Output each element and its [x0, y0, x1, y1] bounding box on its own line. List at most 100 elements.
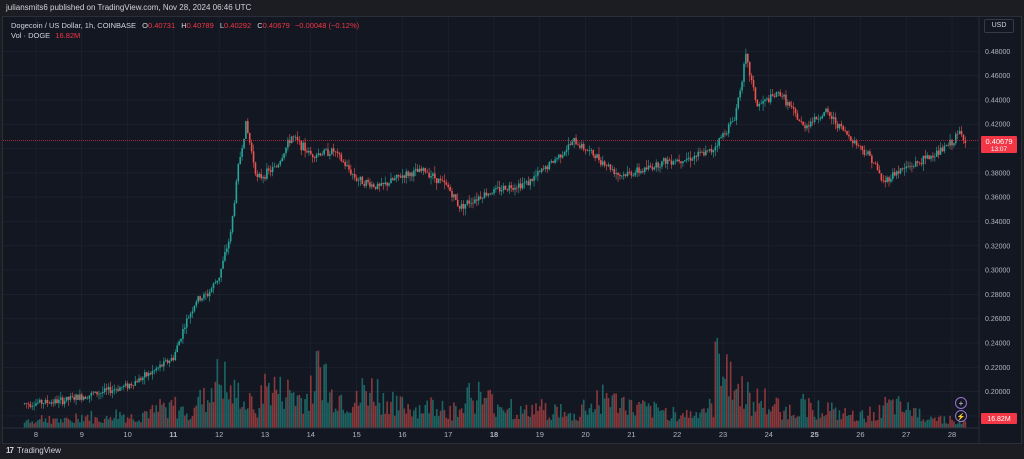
volume-bar — [54, 418, 56, 428]
volume-bar — [882, 405, 885, 428]
price-tick-label: 0.28000 — [985, 292, 1010, 299]
volume-bar — [519, 406, 522, 428]
volume-bar — [174, 396, 177, 428]
volume-bar — [107, 419, 110, 428]
volume-bar — [806, 417, 808, 428]
add-indicator-button[interactable]: + — [955, 397, 967, 409]
volume-bar — [319, 367, 322, 428]
volume-bar — [706, 408, 709, 428]
volume-bar — [569, 412, 572, 428]
candlestick-chart[interactable]: 0.480000.460000.440000.420000.400000.380… — [3, 17, 1021, 443]
volume-bar — [932, 418, 934, 428]
candle-body — [932, 155, 934, 158]
volume-bar — [397, 410, 400, 428]
volume-bar — [77, 418, 79, 428]
volume-bar — [315, 351, 318, 428]
candle-body — [403, 175, 406, 178]
candle-body — [804, 125, 806, 129]
volume-bar — [296, 395, 299, 428]
volume-bar — [481, 404, 484, 428]
volume-bar — [876, 420, 879, 428]
volume-bar — [378, 402, 381, 428]
volume-bar — [716, 338, 719, 428]
volume-bar — [834, 407, 837, 428]
candle-body — [222, 260, 224, 269]
volume-bar — [81, 414, 83, 428]
candle-body — [346, 165, 348, 167]
candle-body — [571, 141, 574, 145]
volume-bars — [23, 338, 967, 428]
volume-bar — [958, 418, 961, 428]
candle-body — [420, 168, 423, 171]
volume-bar — [317, 350, 320, 428]
candle-body — [502, 185, 505, 191]
candle-body — [592, 150, 595, 156]
candle-body — [857, 145, 860, 146]
volume-bar — [844, 408, 846, 428]
candle-body — [783, 94, 785, 97]
candle-body — [733, 120, 736, 122]
candle-body — [672, 161, 675, 165]
volume-bar — [708, 398, 711, 428]
candle-body — [441, 180, 444, 181]
chart-panel[interactable]: 0.480000.460000.440000.420000.400000.380… — [2, 16, 1022, 444]
candle-body — [260, 173, 262, 179]
volume-bar — [512, 419, 514, 428]
candle-body — [168, 360, 171, 363]
candle-body — [676, 159, 678, 162]
candle-body — [802, 121, 804, 126]
volume-bar — [888, 399, 890, 428]
candle-body — [189, 313, 192, 318]
candle-body — [504, 185, 507, 190]
price-tick-label: 0.46000 — [985, 73, 1010, 80]
currency-button[interactable]: USD — [984, 19, 1014, 33]
candle-body — [892, 172, 894, 179]
candle-body — [643, 167, 646, 173]
volume-bar — [775, 397, 778, 428]
candle-body — [413, 170, 415, 177]
volume-bar — [269, 405, 272, 428]
volume-bar — [575, 419, 577, 428]
candle-body — [407, 171, 409, 176]
candle-body — [748, 62, 751, 76]
volume-bar — [580, 404, 583, 428]
volume-bar — [630, 400, 633, 428]
volume-bar — [640, 403, 642, 428]
candle-body — [161, 364, 163, 367]
volume-bar — [98, 421, 100, 428]
candle-body — [388, 183, 390, 186]
candle-body — [273, 166, 276, 168]
volume-bar — [865, 422, 867, 428]
candle-body — [37, 402, 39, 404]
volume-bar — [949, 415, 951, 428]
alert-button[interactable]: ⚡ — [955, 410, 967, 422]
candle-body — [271, 166, 274, 172]
volume-bar — [867, 415, 869, 428]
candle-body — [115, 389, 117, 390]
candle-body — [378, 183, 381, 186]
candle-body — [109, 386, 112, 394]
volume-bar — [374, 405, 377, 428]
volume-bar — [50, 423, 53, 428]
candle-body — [907, 166, 909, 168]
candle-body — [256, 173, 259, 178]
volume-bar — [554, 404, 556, 428]
candle-body — [598, 154, 600, 161]
volume-bar — [48, 415, 51, 428]
candle-body — [890, 178, 892, 182]
volume-bar — [823, 416, 825, 428]
volume-bar — [939, 415, 942, 428]
candle-body — [79, 394, 81, 400]
volume-bar — [52, 418, 54, 428]
volume-bar — [124, 422, 127, 428]
volume-bar — [350, 412, 352, 428]
volume-bar — [649, 405, 652, 428]
volume-bar — [371, 378, 373, 428]
candle-body — [773, 96, 776, 97]
volume-bar — [275, 389, 278, 428]
volume-bar — [861, 410, 864, 428]
candle-body — [844, 130, 846, 132]
time-tick-label: 26 — [856, 430, 864, 439]
tradingview-brand[interactable]: 17 TradingView — [6, 446, 61, 455]
candle-body — [766, 98, 768, 100]
